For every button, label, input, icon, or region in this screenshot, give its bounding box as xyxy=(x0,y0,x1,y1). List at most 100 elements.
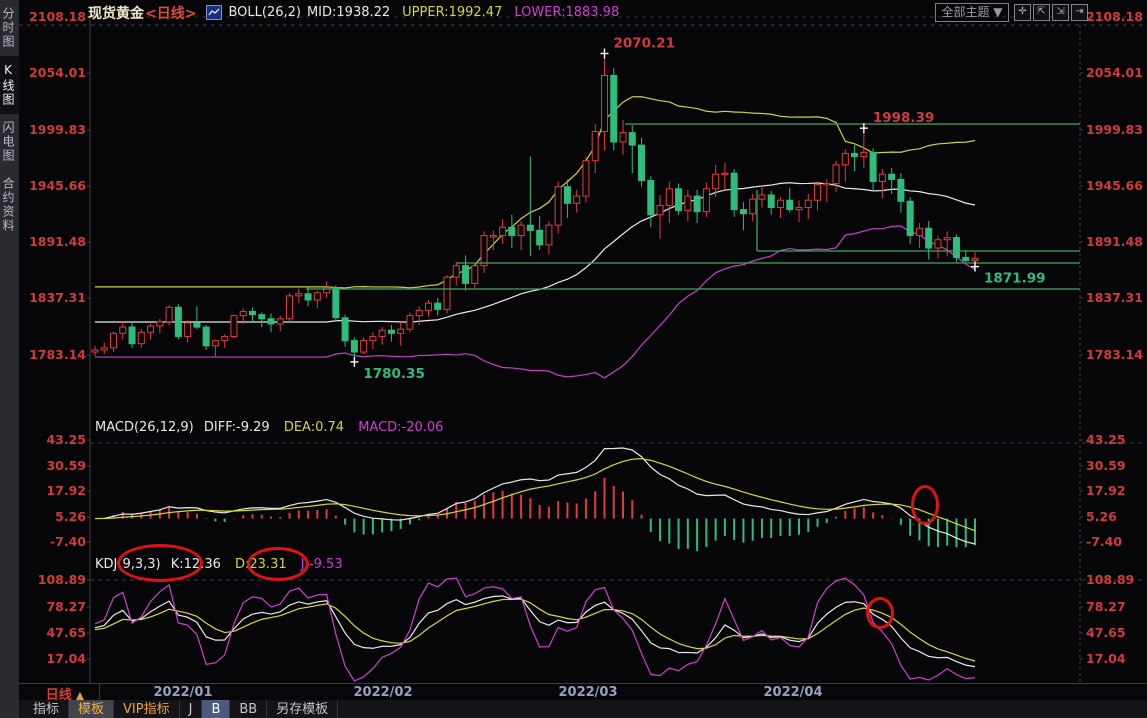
candle-body xyxy=(795,206,803,211)
annotation-ellipse-kdj-cross xyxy=(866,597,894,629)
crosshair-pan-icon[interactable]: ✛ xyxy=(1014,4,1031,21)
candle-body xyxy=(462,265,470,284)
candle-body xyxy=(823,183,831,186)
y-axis-label: 43.25 xyxy=(1086,432,1126,447)
candle-body xyxy=(147,325,155,333)
candle-body xyxy=(860,151,868,158)
candle-body xyxy=(360,340,368,353)
y-axis-label: 1945.66 xyxy=(29,178,86,193)
candle-body xyxy=(378,329,386,337)
period-tag[interactable]: <日线> xyxy=(145,5,197,22)
y-axis-label: 1945.66 xyxy=(1086,178,1143,193)
y-axis-label: 78.27 xyxy=(1086,599,1126,614)
left-sidebar: 分时图 K线图 闪电图 合约资料 xyxy=(0,0,19,718)
candle-body xyxy=(888,173,896,180)
candle-body xyxy=(387,329,395,334)
theme-dropdown-button[interactable]: 全部主题 ▼ xyxy=(935,3,1009,22)
candle-body xyxy=(841,152,849,166)
boll-indicator-label: BOLL(26,2) xyxy=(228,5,301,20)
y-axis-label: 47.65 xyxy=(1086,625,1126,640)
kdj-j-line xyxy=(94,577,976,682)
candle-body xyxy=(193,322,201,328)
candle-body xyxy=(239,310,247,317)
y-axis-label: 30.59 xyxy=(1086,458,1126,473)
kdj-j-value: J:-9.53 xyxy=(300,557,343,572)
candle-body xyxy=(258,314,266,320)
y-axis-label: 17.92 xyxy=(1086,483,1126,498)
candle-body xyxy=(804,199,812,208)
candle-body xyxy=(119,326,127,334)
candle-body xyxy=(286,295,294,320)
y-axis-label: 5.26 xyxy=(55,509,86,524)
y-axis-label: 17.04 xyxy=(46,651,86,666)
tab-vip-indicator[interactable]: VIP指标 xyxy=(114,700,180,718)
candle-body xyxy=(128,326,136,345)
y-axis-label: 2054.01 xyxy=(1086,65,1143,80)
scroll-right-icon[interactable]: ⇥ xyxy=(1071,4,1088,21)
y-axis-label: 2108.18 xyxy=(29,9,86,24)
candle-body xyxy=(545,224,553,246)
candle-body xyxy=(758,194,766,200)
candle-body xyxy=(665,188,673,206)
chart-header: 现货黄金 <日线> BOLL(26,2) MID:1938.22 UPPER:1… xyxy=(19,0,1147,25)
candle-body xyxy=(508,226,516,237)
y-axis-label: 17.04 xyxy=(1086,651,1126,666)
y-axis-label: 1891.48 xyxy=(29,234,86,249)
candle-body xyxy=(350,340,358,353)
fit-vertical-icon[interactable]: ⇱ xyxy=(1033,4,1050,21)
y-axis-label: 108.89 xyxy=(38,572,86,587)
tab-b[interactable]: B xyxy=(202,700,231,718)
candle-body xyxy=(712,173,720,190)
candle-body xyxy=(814,184,822,201)
tab-bb[interactable]: BB xyxy=(230,700,268,718)
symbol-name[interactable]: 现货黄金 xyxy=(88,5,144,22)
candle-body xyxy=(730,172,738,211)
fit-horizontal-icon[interactable]: ⇲ xyxy=(1052,4,1069,21)
candle-body xyxy=(221,335,229,342)
candle-body xyxy=(499,226,507,237)
candle-body xyxy=(869,151,877,182)
candle-body xyxy=(341,317,349,342)
tab-indicator[interactable]: 指标 xyxy=(24,700,70,718)
candle-body xyxy=(573,195,581,204)
candle-body xyxy=(563,186,571,204)
candle-body xyxy=(962,256,970,262)
candle-body xyxy=(628,132,636,146)
y-axis-label: -7.40 xyxy=(50,534,86,549)
y-axis-label: 2054.01 xyxy=(29,65,86,80)
sidebar-item-candle-chart[interactable]: K线图 xyxy=(0,56,19,114)
macd-dea-value: DEA:0.74 xyxy=(283,420,345,435)
candle-body xyxy=(415,309,423,317)
candle-body xyxy=(739,209,747,215)
candle-body xyxy=(110,332,118,349)
boll-upper-value: UPPER:1992.47 xyxy=(402,5,503,20)
tab-template[interactable]: 模板 xyxy=(69,700,115,718)
candle-body xyxy=(591,131,599,162)
candle-body xyxy=(693,195,701,213)
tab-save-template[interactable]: 另存模板 xyxy=(267,700,339,718)
candle-body xyxy=(721,172,729,176)
kdj-d-line xyxy=(94,598,976,662)
candle-body xyxy=(554,186,562,226)
candle-body xyxy=(452,265,460,278)
tab-j[interactable]: J xyxy=(180,700,203,718)
price-annotation: 1871.99 xyxy=(984,271,1046,287)
candle-body xyxy=(137,331,145,345)
candle-body xyxy=(434,302,442,310)
period-selector[interactable]: 日线 ▲ xyxy=(31,684,100,703)
sidebar-item-timeline-chart[interactable]: 分时图 xyxy=(1,7,15,49)
sidebar-item-flash-chart[interactable]: 闪电图 xyxy=(1,121,15,163)
candle-body xyxy=(971,257,979,262)
candle-body xyxy=(832,164,840,185)
macd-header: MACD(26,12,9) DIFF:-9.29 DEA:0.74 MACD:-… xyxy=(95,420,443,435)
candle-body xyxy=(517,224,525,237)
candle-body xyxy=(776,199,784,208)
macd-value: MACD:-20.06 xyxy=(358,420,444,435)
macd-dea-line xyxy=(94,458,976,532)
candle-body xyxy=(897,178,905,202)
candle-body xyxy=(267,318,275,325)
sidebar-item-contract-info[interactable]: 合约资料 xyxy=(1,177,15,233)
candle-body xyxy=(749,198,757,215)
